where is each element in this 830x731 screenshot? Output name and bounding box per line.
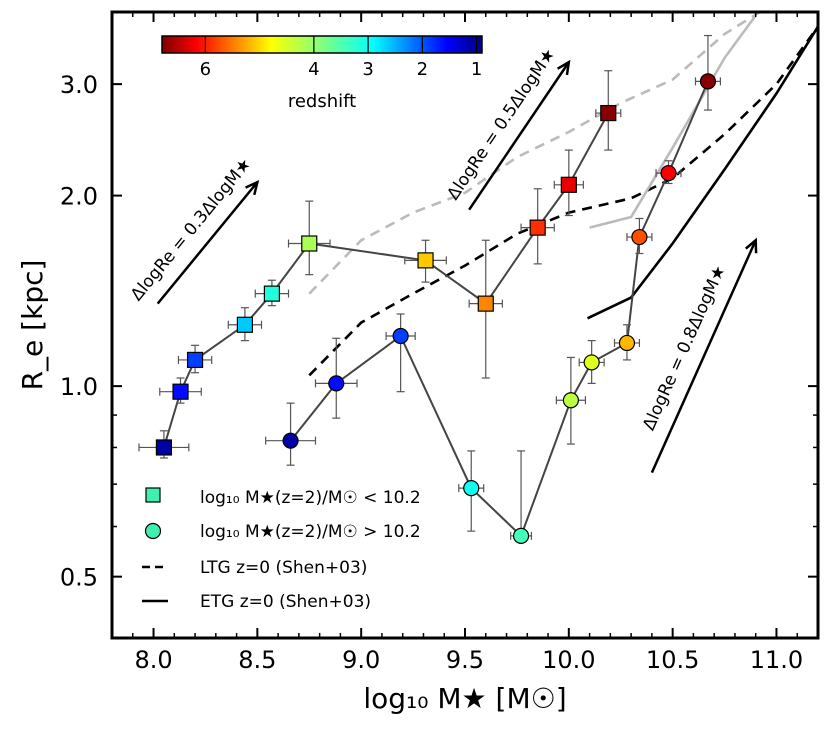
x-tick-label: 9.0 [342,646,380,674]
circle-marker [583,354,600,371]
legend-label-etg: ETG z=0 (Shen+03) [200,592,371,612]
colorbar: 6 4 3 2 1 redshift [161,35,483,112]
slope-arrow-shaft [468,61,570,211]
square-marker [477,295,494,312]
square-marker [301,235,318,252]
circle-marker [631,228,648,246]
legend-square-marker [145,487,161,503]
square-marker [155,439,173,456]
x-tick-label: 10.5 [646,646,699,674]
square-marker [600,104,617,122]
circle-marker [618,334,636,352]
y-tick-label: 2.0 [60,183,98,211]
data-markers [155,73,717,544]
circle-marker [562,392,580,409]
colorbar-gradient [161,35,483,54]
colorbar-label: redshift [288,91,356,112]
colorbar-ticks: 6 4 3 2 1 [200,36,482,80]
circle-marker [328,375,345,392]
x-tick-label: 9.5 [446,646,484,674]
legend: log₁₀ M★(z=2)/M☉ < 10.2 log₁₀ M★(z=2)/M☉… [142,487,421,612]
colorbar-tick-label: 2 [417,59,428,80]
circle-marker [282,432,299,449]
square-marker [172,383,189,400]
slope-arrow-head [556,59,571,76]
slope-arrow-shaft [156,181,259,305]
legend-label-high-mass: log₁₀ M★(z=2)/M☉ > 10.2 [200,522,421,542]
circle-marker [512,527,530,544]
circle-marker [660,165,677,182]
x-tick-label: 11.0 [750,646,803,674]
x-axis-label: log₁₀ M★ [M☉] [363,682,566,715]
reference-line [308,12,761,295]
circle-marker [392,327,409,345]
legend-label-ltg: LTG z=0 (Shen+03) [200,558,367,578]
x-tick-label: 10.0 [542,646,595,674]
y-axis-ticks: 0.5 1.0 2.0 3.0 [60,71,818,592]
y-tick-label: 0.5 [60,564,98,592]
x-axis-ticks: 8.0 8.5 9.0 9.5 10.0 10.5 11.0 [132,12,819,674]
legend-circle-marker [144,522,162,540]
square-marker [529,219,546,236]
y-tick-label: 1.0 [60,373,98,401]
circle-marker [463,480,480,497]
x-tick-label: 8.5 [238,646,276,674]
reference-line [586,25,818,320]
colorbar-tick-label: 1 [471,59,482,80]
circle-marker [699,73,717,90]
square-marker [560,176,577,193]
y-tick-label: 3.0 [60,71,98,99]
slope-arrow-head [744,237,758,254]
slope-arrow-head [245,179,260,196]
colorbar-tick-label: 3 [362,59,373,80]
legend-label-low-mass: log₁₀ M★(z=2)/M☉ < 10.2 [200,488,421,508]
slope-arrow-shaft [650,239,757,474]
reference-line [589,14,757,229]
x-tick-label: 8.0 [134,646,172,674]
square-marker [417,252,434,269]
colorbar-tick-label: 6 [200,59,211,80]
square-marker [263,285,280,302]
y-axis-label: R_e [kpc] [16,260,49,391]
colorbar-tick-label: 4 [308,59,319,80]
square-marker [186,351,204,369]
square-marker [236,316,253,333]
